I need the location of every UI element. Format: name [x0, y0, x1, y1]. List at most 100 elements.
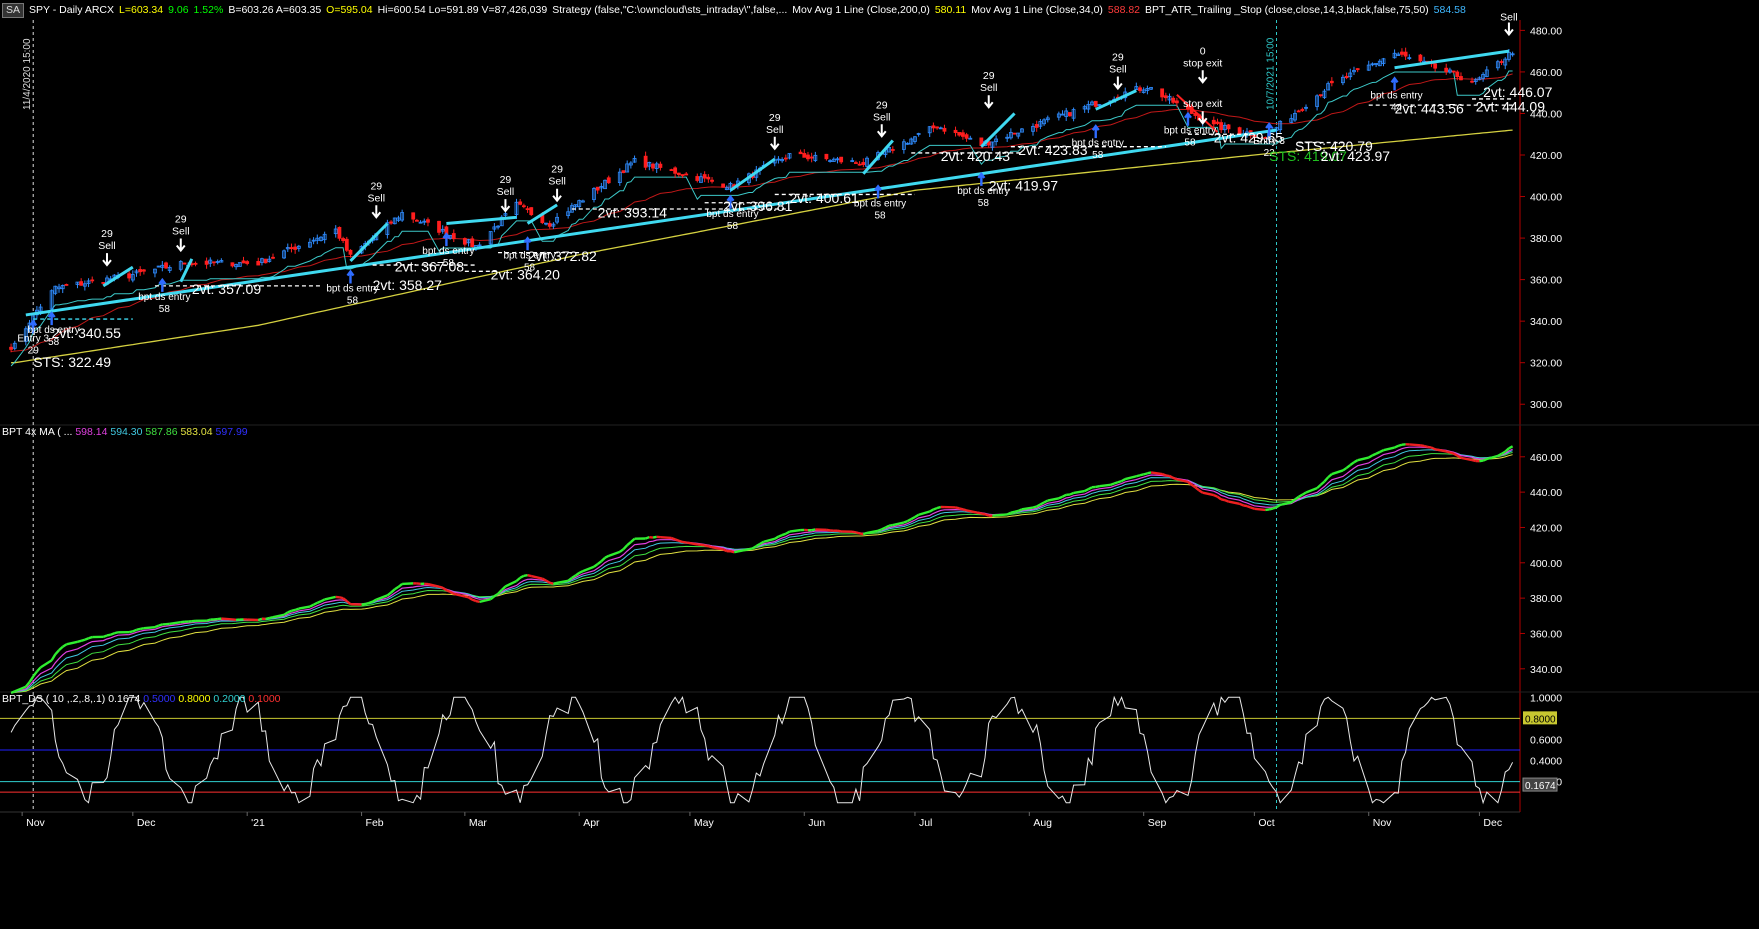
ma-fast-segment — [1228, 500, 1240, 505]
candle-body — [1060, 113, 1065, 116]
candle-body — [566, 211, 571, 217]
candle-body — [437, 220, 441, 233]
ma-fast-segment — [445, 589, 451, 593]
ma-fast-segment — [1345, 464, 1352, 469]
bpt-ds-entry-count: 58 — [443, 258, 455, 269]
candle-body — [581, 200, 585, 203]
candle-body — [787, 153, 792, 159]
ma-fast-segment — [114, 631, 119, 635]
ma-fast-segment — [981, 512, 986, 516]
candle-body — [986, 141, 991, 146]
ma-fast-segment — [342, 597, 348, 603]
ma-fast-segment — [283, 611, 289, 616]
sts-label: STS: 419.07 — [1269, 148, 1347, 164]
price-tick-label: 300.00 — [1530, 399, 1562, 411]
bpt-ds-entry-count: 58 — [48, 337, 60, 348]
volatility-target-label: 2vt: 357.09 — [192, 281, 261, 297]
ma-fast-segment — [368, 600, 374, 605]
symbol-box[interactable]: SA — [2, 3, 25, 18]
ma-fast-segment — [1504, 447, 1510, 453]
candle-body — [1341, 76, 1345, 84]
candle-body — [654, 163, 659, 169]
candle-body — [850, 160, 855, 162]
entry-count: 22 — [1264, 148, 1276, 159]
candle-body — [931, 125, 936, 129]
candle-body — [990, 141, 995, 148]
candle-body — [488, 231, 493, 245]
ma-fast-segment — [80, 638, 86, 642]
candle-body — [1171, 97, 1176, 103]
ma-fast-segment — [39, 659, 53, 669]
sell-count-label: 29 — [876, 99, 888, 111]
candle-body — [1473, 79, 1478, 83]
candle-body — [1016, 132, 1021, 137]
ma-fast-segment — [1084, 488, 1089, 493]
ma-fast-segment — [110, 632, 115, 636]
candle-body — [1374, 63, 1379, 65]
ma-fast-segment — [442, 586, 448, 592]
candle-body — [418, 221, 423, 224]
ma-fast-segment — [748, 547, 753, 551]
ma-fast-segment — [1305, 486, 1318, 494]
candle-body — [865, 157, 869, 167]
ma-fast-segment — [136, 627, 141, 632]
ma-fast-segment — [1172, 476, 1178, 481]
candle-body — [1470, 80, 1474, 83]
candle-body — [673, 167, 678, 174]
ma-fast-segment — [678, 539, 683, 544]
candle-body — [684, 173, 689, 176]
ma-fast-segment — [763, 537, 776, 543]
candle-body — [64, 284, 69, 286]
volatility-target-label: 2vt: 340.55 — [52, 325, 121, 341]
candle-body — [141, 269, 146, 272]
candle-body — [957, 132, 962, 136]
entry-arrow — [1265, 122, 1274, 137]
ds-tick-label: 0.8000 — [1525, 714, 1556, 725]
candle-body — [1163, 95, 1168, 99]
entry-label: Entry 3 — [1253, 136, 1285, 147]
ma-fast-segment — [955, 506, 960, 510]
candle-body — [57, 286, 61, 290]
trend-line — [1095, 89, 1137, 111]
ma-fast-segment — [427, 582, 440, 588]
ma-fast-segment — [1161, 472, 1167, 477]
candle-body — [702, 174, 707, 179]
ma-fast-segment — [1427, 445, 1432, 449]
volatility-target-label: 2vt: 423.97 — [1321, 148, 1390, 164]
ma-fast-segment — [1039, 501, 1045, 506]
candle-body — [621, 170, 626, 174]
ds-last-value-badge — [1522, 777, 1558, 792]
candle-body — [938, 127, 943, 130]
ma-fast-segment — [859, 532, 864, 536]
ma-fast-segment — [372, 598, 377, 603]
bpt-ds-entry-label: bpt ds entry — [422, 246, 474, 257]
ma-fast-segment — [1486, 454, 1499, 461]
ma-tick-label: 400.00 — [1530, 558, 1562, 570]
candle-body — [1293, 113, 1297, 121]
candle-body — [710, 179, 714, 182]
stop-exit-label: stop exit — [1183, 57, 1222, 69]
candle-body — [1045, 117, 1050, 121]
ma-fast-segment — [265, 616, 270, 621]
candle-body — [234, 264, 239, 268]
ma-fast-segment — [1047, 497, 1060, 502]
ma-fast-segment — [851, 530, 857, 534]
candle-body — [935, 126, 939, 129]
candle-body — [1141, 89, 1146, 93]
time-tick-label: Aug — [1033, 817, 1052, 829]
candle-body — [706, 176, 711, 180]
candle-body — [1138, 87, 1142, 91]
volatility-target-label: 2vt: 444.09 — [1476, 98, 1545, 114]
candle-body — [521, 205, 526, 208]
ma-fast-segment — [1349, 461, 1355, 466]
sell-arrow — [175, 238, 186, 253]
ma-fast-segment — [759, 540, 765, 545]
ma-fast-segment — [313, 601, 318, 606]
candle-body — [901, 141, 906, 150]
candle-body — [134, 270, 139, 274]
candle-body — [1042, 119, 1046, 125]
candle-body — [462, 238, 467, 245]
candle-body — [1326, 83, 1331, 91]
candle-body — [208, 259, 213, 264]
